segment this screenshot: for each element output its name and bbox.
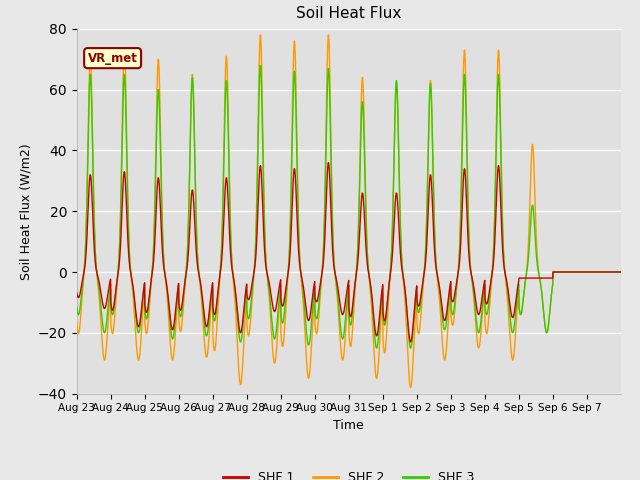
Text: VR_met: VR_met: [88, 52, 138, 65]
Legend: SHF 1, SHF 2, SHF 3: SHF 1, SHF 2, SHF 3: [218, 467, 479, 480]
Y-axis label: Soil Heat Flux (W/m2): Soil Heat Flux (W/m2): [19, 143, 33, 279]
X-axis label: Time: Time: [333, 419, 364, 432]
Title: Soil Heat Flux: Soil Heat Flux: [296, 6, 401, 21]
